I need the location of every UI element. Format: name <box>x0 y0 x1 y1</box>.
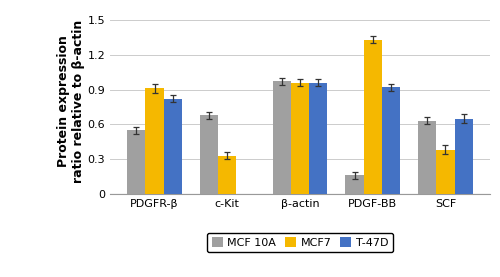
Bar <box>164 99 182 194</box>
Bar <box>200 115 218 194</box>
Bar <box>309 83 328 194</box>
Bar <box>382 87 400 194</box>
Bar <box>218 156 236 194</box>
Bar <box>146 88 164 194</box>
Bar <box>436 150 454 194</box>
Bar <box>454 119 472 194</box>
Bar <box>364 40 382 194</box>
Bar <box>346 175 364 194</box>
Bar <box>418 121 436 194</box>
Bar <box>128 130 146 194</box>
Bar <box>291 83 309 194</box>
Legend: MCF 10A, MCF7, T-47D: MCF 10A, MCF7, T-47D <box>207 233 393 252</box>
Y-axis label: Protein expression
ratio relative to β-actin: Protein expression ratio relative to β-a… <box>56 19 84 183</box>
Bar <box>272 81 291 194</box>
